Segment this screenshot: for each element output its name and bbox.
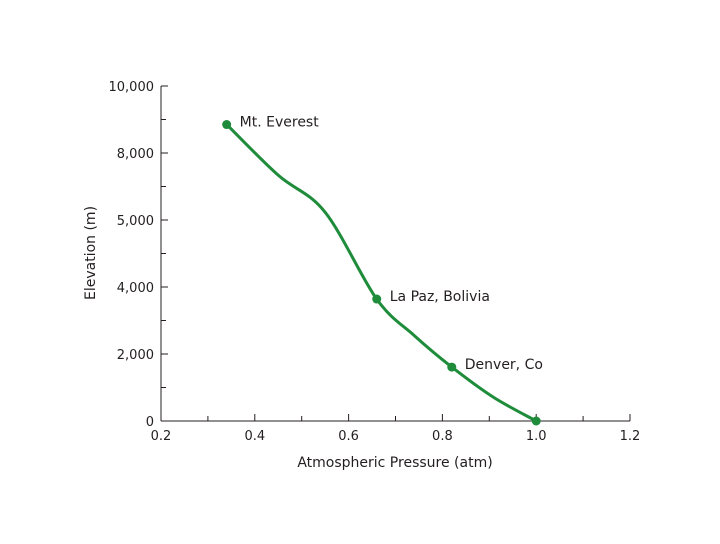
point-label: Mt. Everest [240,115,320,131]
series-line [225,123,538,423]
axes [160,86,630,422]
y-tick-label: 2,000 [117,348,154,363]
data-point [222,120,232,130]
x-tick-label: 0.4 [244,429,265,444]
ticks [161,85,631,421]
x-tick-label: 1.0 [526,429,547,444]
x-tick-label: 0.6 [338,429,359,444]
y-axis-title: Elevation (m) [83,206,99,300]
series [225,123,538,423]
x-tick-label: 0.8 [432,429,453,444]
y-tick-label: 4,000 [117,281,154,296]
tick-labels: 0 2,000 4,000 5,000 8,000 10,000 0.2 0.4 0.6 0.8 1… [109,80,641,444]
y-tick-label: 5,000 [117,214,154,229]
data-point [372,294,382,304]
point-label: La Paz, Bolivia [390,289,490,305]
y-tick-label: 0 [146,415,154,430]
y-tick-label: 8,000 [117,147,154,162]
data-point [531,416,541,426]
point-label: Denver, Co [465,357,543,373]
x-axis-title: Atmospheric Pressure (atm) [297,455,492,471]
data-points [222,120,541,426]
annotations: Mt. Everest La Paz, Bolivia Denver, Co [240,115,543,374]
x-tick-label: 1.2 [620,429,641,444]
data-point [447,362,457,372]
y-tick-label: 10,000 [109,80,155,95]
x-tick-label: 0.2 [151,429,172,444]
